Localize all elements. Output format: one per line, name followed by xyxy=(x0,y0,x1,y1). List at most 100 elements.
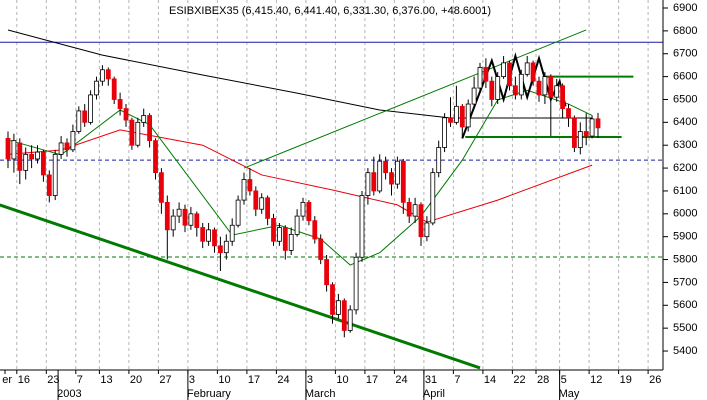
candle-body xyxy=(448,117,453,123)
candle-body xyxy=(52,153,58,196)
candle-body xyxy=(389,172,394,185)
y-tick-label: 6000 xyxy=(673,208,697,220)
candle-body xyxy=(170,215,176,231)
y-tick-label: 5600 xyxy=(673,299,697,311)
candle-body xyxy=(371,172,377,192)
trend-line xyxy=(0,203,481,370)
candle-body xyxy=(318,238,324,260)
x-tick-label: 10 xyxy=(218,374,230,386)
candle-body xyxy=(176,208,182,217)
candle-body xyxy=(530,62,536,82)
x-tick-label: 24 xyxy=(277,374,289,386)
candle-body xyxy=(94,80,99,96)
candle-body xyxy=(477,67,483,89)
candle-body xyxy=(64,142,70,151)
candle-body xyxy=(442,117,448,148)
y-tick-label: 5900 xyxy=(673,231,697,243)
candle-body xyxy=(324,259,330,286)
candle-body xyxy=(394,160,400,185)
candle-body xyxy=(194,213,200,228)
candle-body xyxy=(330,284,335,315)
candle-body xyxy=(489,80,495,100)
grid xyxy=(16,0,649,370)
y-tick-label: 5500 xyxy=(673,322,697,334)
x-tick-label: 23 xyxy=(47,374,59,386)
candle-body xyxy=(507,62,512,87)
candle-body xyxy=(430,172,436,224)
candle-body xyxy=(572,117,577,148)
candle-body xyxy=(217,245,223,254)
candle-body xyxy=(359,195,365,258)
candle-body xyxy=(76,110,82,132)
y-tick-label: 6700 xyxy=(673,48,697,60)
candle-body xyxy=(471,87,477,105)
y-tick-label: 5700 xyxy=(673,276,697,288)
month-label: February xyxy=(187,388,232,400)
x-tick-label: 31 xyxy=(425,374,437,386)
candle-body xyxy=(453,105,459,123)
candle-body xyxy=(5,137,11,160)
candle-body xyxy=(518,73,524,96)
x-tick-label: 14 xyxy=(484,374,496,386)
candle-body xyxy=(241,179,247,201)
x-tick-label: 28 xyxy=(537,374,549,386)
x-tick-label: 7 xyxy=(77,374,83,386)
candle-body xyxy=(188,213,194,226)
candle-body xyxy=(259,197,265,210)
x-tick-label: 22 xyxy=(513,374,525,386)
candle-body xyxy=(383,160,389,174)
candle-body xyxy=(353,256,359,311)
candle-body xyxy=(501,62,507,78)
candle-body xyxy=(276,227,282,242)
candle-body xyxy=(35,151,40,160)
month-label: April xyxy=(423,388,445,400)
candle-body xyxy=(566,108,571,119)
candle-body xyxy=(412,204,418,217)
month-label: March xyxy=(305,388,336,400)
y-tick-label: 6800 xyxy=(673,25,697,37)
y-tick-label: 6600 xyxy=(673,71,697,83)
candle-body xyxy=(182,208,188,226)
candle-body xyxy=(306,201,312,222)
candle-body xyxy=(595,118,601,129)
x-tick-label: 26 xyxy=(649,374,661,386)
x-tick-label: 16 xyxy=(18,374,30,386)
chart-title: ESIBXIBEX35 (6,415.40, 6,441.40, 6,331.3… xyxy=(169,5,491,17)
candle-body xyxy=(513,85,518,96)
x-tick-label: 7 xyxy=(454,374,460,386)
candle-body xyxy=(335,300,341,315)
x-tick-label: 24 xyxy=(395,374,407,386)
candle-body xyxy=(111,78,117,100)
y-tick-label: 6200 xyxy=(673,162,697,174)
candle-body xyxy=(542,76,548,96)
candle-body xyxy=(483,67,489,82)
x-tick-label: 17 xyxy=(366,374,378,386)
candle-body xyxy=(11,140,17,160)
month-label: 2003 xyxy=(57,388,81,400)
candle-body xyxy=(377,160,383,192)
candle-body xyxy=(23,153,29,171)
candle-body xyxy=(235,199,241,226)
y-tick-label: 5400 xyxy=(673,345,697,357)
candle-body xyxy=(247,179,253,192)
candle-body xyxy=(100,69,105,82)
y-tick-label: 6300 xyxy=(673,139,697,151)
candle-body xyxy=(560,85,565,110)
candle-body xyxy=(424,222,430,238)
candle-body xyxy=(400,160,406,203)
y-tick-label: 6400 xyxy=(673,116,697,128)
x-tick-label: 13 xyxy=(100,374,112,386)
x-tick-label: 19 xyxy=(620,374,632,386)
candle-body xyxy=(82,110,88,123)
y-tick-label: 6100 xyxy=(673,185,697,197)
candle-body xyxy=(105,69,111,80)
candle-body xyxy=(223,240,229,254)
candle-body xyxy=(418,204,424,238)
candle-body xyxy=(524,62,530,75)
candle-body xyxy=(465,103,471,128)
x-tick-label: 12 xyxy=(590,374,602,386)
candle-body xyxy=(153,140,158,174)
candle-body xyxy=(312,220,318,240)
candle-body xyxy=(123,108,129,121)
